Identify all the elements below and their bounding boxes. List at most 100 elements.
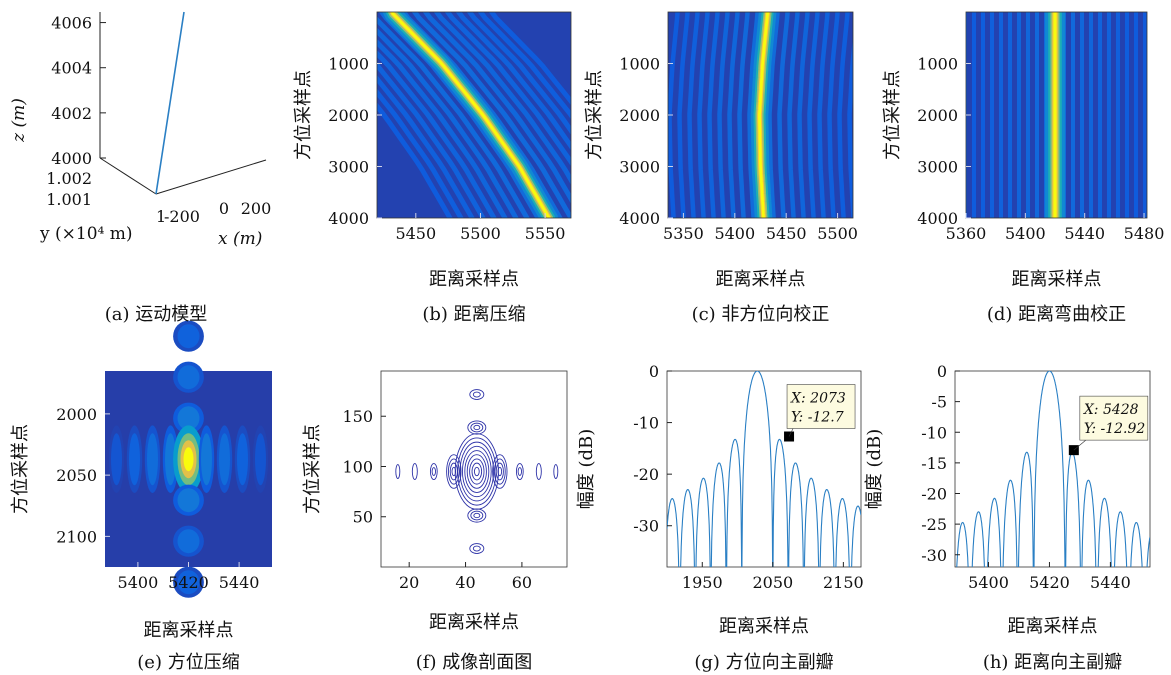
x-tick-label: 20 [399,573,419,592]
panel-c: 5350 5400 5450 5500 1000 2000 3000 4000 距离采样点 方位采… [584,11,858,325]
y-tick-label: 3000 [328,158,369,177]
contour-ring [473,512,481,519]
x-tick-label: 5450 [395,224,436,243]
sidelobe-stripe [737,12,750,218]
panel-caption: (g) 方位向主副瓣 [694,652,833,673]
contour-ring [459,441,495,502]
y-tick-label: -10 [921,423,947,442]
contour-ring [472,545,481,552]
y-axis-label: y (×10⁴ m) [39,224,133,244]
sidelobe-stripe [433,12,571,185]
heatmap-plot [377,12,571,218]
y-tick-label: -25 [921,515,947,534]
sidelobe-stripe [466,12,571,135]
sidelobe-blob [219,433,230,486]
sidelobe-stripe [377,50,497,218]
sidelobe-stripe [488,12,571,106]
contour-ring [464,450,490,493]
contour-ring [470,422,484,433]
contour-ring [471,462,483,481]
y-tick-label: 100 [342,457,373,476]
datatip-box [1079,395,1149,441]
x-tick-label: 5400 [968,573,1009,592]
sidelobe-blob [177,529,200,554]
sidelobe-stripe [687,12,700,218]
x-tick-label: 0 [219,199,229,218]
x-tick-label: 5500 [817,224,858,243]
mainlobe-peak [183,447,194,472]
x-tick-label: 5550 [525,224,566,243]
y-tick-label: 50 [353,508,373,527]
sidelobe-stripe [377,74,475,218]
sidelobe-blob [177,365,200,390]
y-tick-label: 2100 [56,527,97,546]
y-tick-label: -15 [921,454,947,473]
x-axis-label: 距离采样点 [429,612,519,633]
contour-ring [449,462,458,481]
contour-ring [467,508,487,523]
x-tick-label: 5400 [118,573,159,592]
ridge-band [390,12,551,218]
y-tick-label: 4000 [328,209,369,228]
sidelobe-stripe [767,12,780,218]
contour-ring [473,424,481,431]
contour-ring [469,458,485,485]
y-tick-label: 1.002 [46,169,92,188]
x-tick-label: 40 [455,573,475,592]
x-tick-label: 5400 [714,224,755,243]
ridge-band [758,12,770,218]
sidelobe-stripe [377,38,508,218]
x-tick-label: 2050 [752,573,793,592]
y-tick-label: 0 [649,362,659,381]
contour-ring [447,458,460,485]
contour-ring [473,466,480,477]
contour-ring [553,464,559,479]
sidelobe-stripe [668,12,680,218]
sidelobe-stripe [697,12,710,218]
sidelobe-stripe [455,12,571,151]
panel-e: 5400 5420 5440 2000 2050 2100 距离采样点 方位采样点 (e) 方位… [10,320,272,673]
x-tick-label: 5400 [1005,224,1046,243]
contour-ring [495,462,504,481]
x-axis-label: x (m) [218,229,262,249]
x-tick-label: 5440 [1064,224,1105,243]
x-axis-label: 距离采样点 [429,269,519,290]
x-axis-line [155,159,267,195]
sidelobe-stripe [717,12,730,218]
panel-a: 4000 4002 4004 4006 1.002 1.001 1-200 0 200 z (m)… [9,11,271,325]
sidelobe-blob [177,488,200,513]
sidelobe-blob [129,433,140,486]
y-tick-label: 0 [937,362,947,381]
sidelobe-blob [147,433,158,486]
sidelobe-blob [177,406,200,431]
y-tick-label: 2050 [56,466,97,485]
contour-ring [469,543,485,554]
sidelobe-stripe [422,12,571,204]
contour-ring [429,463,438,480]
x-axis-label: 距离采样点 [1008,616,1098,637]
x-axis-label: 距离采样点 [716,269,806,290]
sidelobe-stripe [837,12,850,218]
contour-ring [451,466,457,477]
sidelobe-stripe [787,12,800,218]
y-axis-label: 方位采样点 [584,70,605,160]
y-tick-label: 1000 [917,55,958,74]
y-axis-label: 方位采样点 [882,70,903,160]
x-axis-label: 距离采样点 [144,620,234,641]
panel-f: 20 40 60 50 100 150 距离采样点 方位采样点 (f) 成像剖面图 [302,370,568,673]
datatip-leader [1073,439,1087,451]
y-tick-label: 1000 [619,55,660,74]
y-tick-label: 2000 [917,106,958,125]
y-tick-label: -30 [921,546,947,565]
contour-ring [492,454,508,489]
y-tick-label: 3000 [917,158,958,177]
contour-ring [517,467,522,476]
sidelobe-blob [237,433,248,486]
contour-ring [497,466,503,477]
x-tick-label: 5450 [766,224,807,243]
sidelobe-blob [177,570,200,595]
y-tick-label: 3000 [619,158,660,177]
y-axis-label: 幅度 (dB) [864,429,885,510]
x-tick-label: 5350 [663,224,704,243]
sidelobe-stripe [377,88,464,218]
